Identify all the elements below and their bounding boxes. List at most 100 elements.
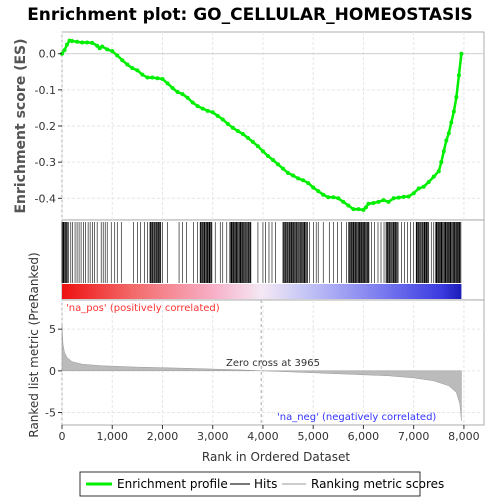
es-point (311, 185, 316, 190)
es-point (363, 205, 368, 210)
es-y-tick-label: -0.2 (35, 120, 56, 133)
metric-y-tick-label: -5 (45, 407, 56, 420)
es-y-tick-label: -0.3 (35, 156, 56, 169)
es-point (175, 90, 180, 95)
es-point (155, 76, 160, 81)
es-point (75, 39, 80, 44)
es-point (376, 199, 381, 204)
es-point (271, 157, 275, 162)
es-point (225, 121, 230, 126)
es-point (260, 149, 265, 154)
es-point (301, 178, 306, 183)
es-point (115, 53, 120, 58)
es-point (185, 95, 190, 100)
es-point (195, 104, 200, 109)
metric-y-tick-label: 0 (49, 365, 56, 378)
es-point (180, 92, 185, 97)
rank-color-bar (62, 284, 462, 299)
es-point (296, 176, 301, 181)
x-tick-label: 2,000 (147, 430, 179, 443)
es-point (331, 195, 336, 200)
es-point (341, 199, 346, 204)
es-y-tick-label: -0.1 (35, 84, 56, 97)
es-point (90, 40, 95, 45)
metric-area (61, 324, 462, 421)
es-y-ticks: 0.0 -0.1 -0.2 -0.3 -0.4 (35, 48, 62, 205)
pos-label: 'na_pos' (positively correlated) (66, 303, 220, 314)
es-point (386, 199, 391, 204)
es-point (426, 180, 431, 185)
es-point (281, 166, 286, 171)
es-point (65, 42, 70, 47)
x-tick-label: 3,000 (197, 430, 229, 443)
es-point (351, 207, 356, 212)
es-point (306, 181, 311, 186)
x-tick-label: 5,000 (297, 430, 329, 443)
es-point (205, 108, 210, 113)
es-point (160, 77, 165, 81)
es-point (356, 207, 361, 212)
es-point (456, 73, 461, 78)
es-point (85, 40, 90, 45)
es-point (371, 201, 376, 206)
es-point (125, 62, 130, 67)
es-point (210, 110, 215, 115)
es-point (459, 51, 464, 56)
es-point (100, 44, 105, 49)
x-axis-label: Rank in Ordered Dataset (202, 450, 350, 464)
es-point (361, 207, 366, 212)
es-point (230, 125, 235, 130)
es-y-tick-label: 0.0 (39, 48, 57, 61)
metric-y-axis-label: Ranked list metric (PreRanked) (27, 252, 41, 437)
legend-label-enrichment: Enrichment profile (117, 477, 228, 491)
metric-grid (61, 300, 484, 425)
es-point (95, 43, 100, 48)
es-point (145, 75, 150, 80)
es-point (451, 109, 456, 114)
es-point (406, 194, 411, 199)
es-point (220, 117, 225, 122)
es-point (316, 189, 321, 194)
metric-y-ticks: 5 0 -5 (45, 323, 62, 420)
x-tick-label: 4,000 (247, 430, 279, 443)
es-point (444, 138, 449, 143)
x-tick-label: 8,000 (448, 430, 480, 443)
es-point (190, 100, 195, 105)
es-point (170, 86, 175, 91)
x-tick-label: 0 (59, 430, 66, 443)
es-point (326, 195, 331, 200)
es-point (215, 113, 220, 118)
es-point (200, 106, 205, 111)
es-point (291, 173, 296, 178)
es-point (265, 154, 270, 159)
es-point (235, 129, 240, 134)
es-point (336, 196, 341, 201)
es-point (62, 48, 67, 53)
legend-label-hits: Hits (254, 477, 277, 491)
x-tick-label: 6,000 (348, 430, 380, 443)
es-y-axis-label: Enrichment score (ES) (13, 38, 29, 213)
legend-label-metric: Ranking metric scores (311, 477, 444, 491)
x-ticks: 0 1,000 2,000 3,000 4,000 5,000 6,000 7,000 8,00… (59, 425, 480, 443)
es-point (245, 135, 250, 140)
metric-group (61, 300, 462, 425)
metric-y-tick-label: 5 (49, 323, 56, 336)
es-point (105, 47, 110, 52)
es-point (446, 131, 451, 136)
es-point (240, 131, 245, 136)
x-tick-label: 1,000 (96, 430, 128, 443)
es-point (276, 162, 281, 167)
es-point (250, 139, 255, 144)
es-point (366, 201, 371, 206)
es-point (436, 169, 441, 174)
es-y-tick-label: -0.4 (35, 192, 56, 205)
es-point (80, 40, 85, 45)
hits-group (61, 222, 462, 283)
es-point (286, 171, 291, 175)
legend: Enrichment profile Hits Ranking metric s… (79, 471, 444, 497)
es-point (439, 160, 444, 165)
es-point (130, 66, 135, 71)
es-point (110, 49, 115, 54)
es-point (391, 196, 396, 201)
